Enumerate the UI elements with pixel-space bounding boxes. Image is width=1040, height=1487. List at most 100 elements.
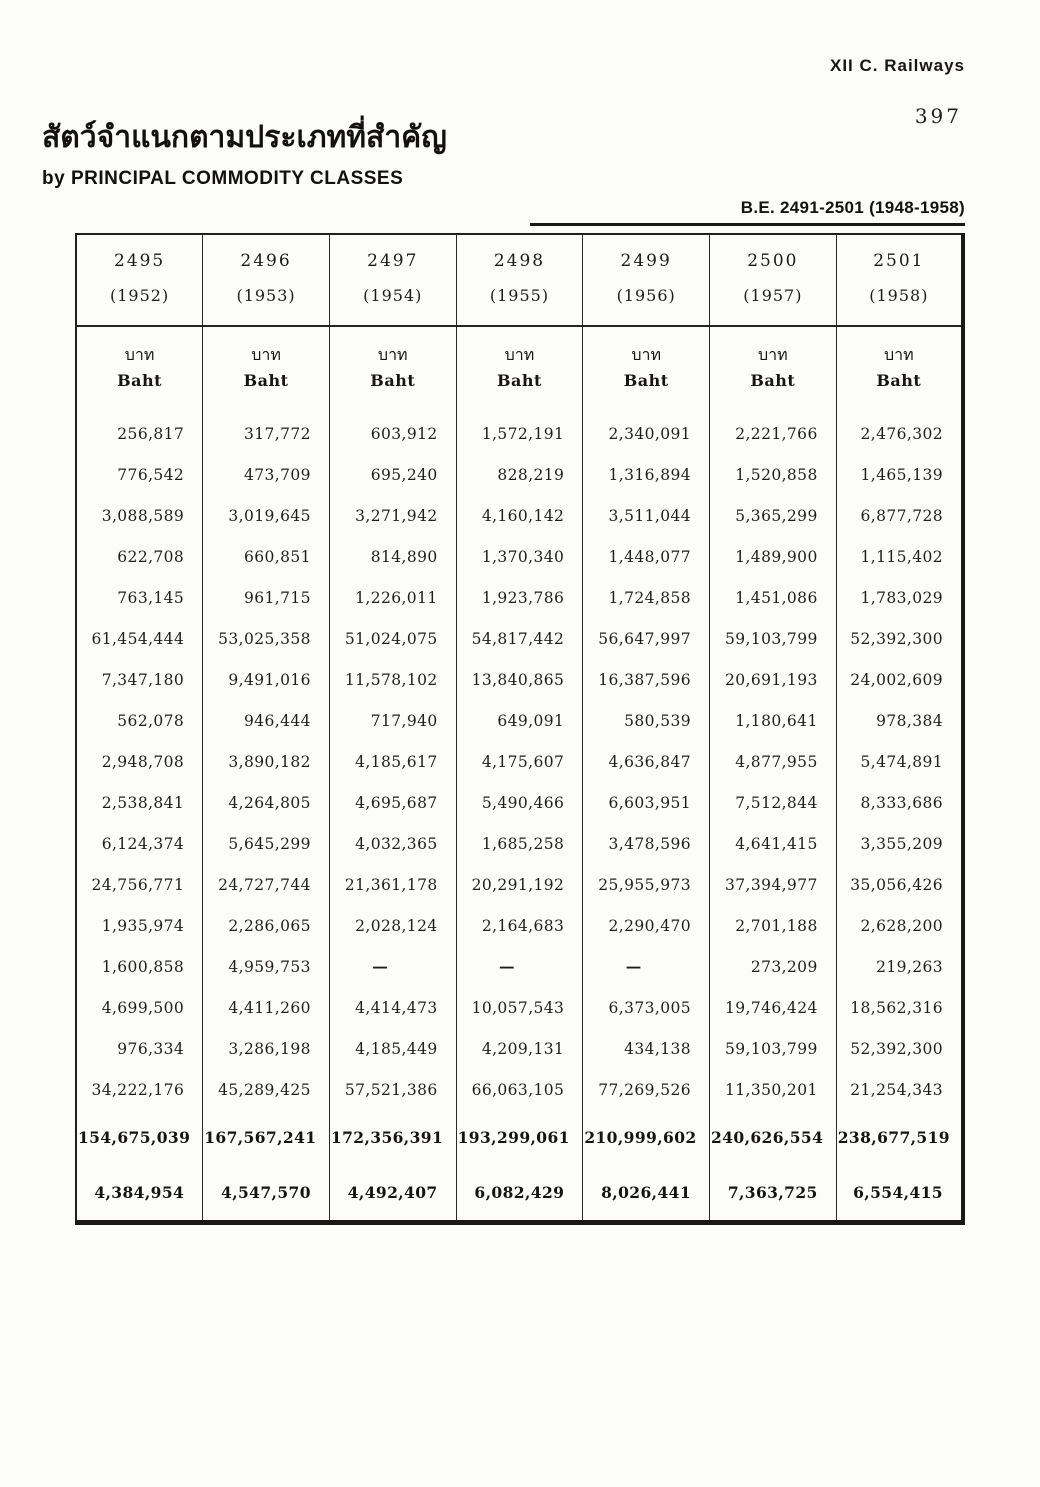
- unit-thai-label: บาท: [884, 345, 914, 364]
- value-cell: 13,840,865: [455, 659, 583, 700]
- value-cell: 4,185,449: [328, 1028, 457, 1069]
- column-year-header: 2499 (1956): [582, 234, 710, 327]
- value-cell: 21,361,178: [328, 864, 457, 905]
- table-row: 3,088,589 3,019,645 3,271,942 4,160,142 3,51…: [76, 495, 963, 536]
- value-cell: 649,091: [455, 700, 583, 741]
- table-row: 763,145 961,715 1,226,011 1,923,786 1,724,85…: [76, 577, 963, 618]
- section-header: XII C. Railways: [830, 56, 965, 75]
- value-cell: 210,999,602: [582, 1110, 710, 1165]
- value-cell: 1,115,402: [835, 536, 963, 577]
- value-cell: 20,691,193: [709, 659, 837, 700]
- value-cell: 167,567,241: [202, 1110, 330, 1165]
- english-title: by PRINCIPAL COMMODITY CLASSES: [42, 168, 404, 189]
- value-cell: 52,392,300: [835, 618, 963, 659]
- value-cell: 59,103,799: [709, 1028, 837, 1069]
- column-year-header: 2501 (1958): [835, 234, 963, 327]
- column-year-header: 2496 (1953): [202, 234, 330, 327]
- value-cell: 4,699,500: [101, 998, 185, 1017]
- value-cell: 54,817,442: [455, 618, 583, 659]
- value-cell: 3,019,645: [202, 495, 330, 536]
- value-cell: 238,677,519: [835, 1110, 963, 1165]
- value-cell: 1,685,258: [455, 823, 583, 864]
- value-cell: 51,024,075: [328, 618, 457, 659]
- value-cell: 4,414,473: [328, 987, 457, 1028]
- value-cell: 580,539: [582, 700, 710, 741]
- table-row: 24,756,771 24,727,744 21,361,178 20,291,192…: [76, 864, 963, 905]
- value-cell: 56,647,997: [582, 618, 710, 659]
- value-cell: 763,145: [117, 588, 185, 607]
- value-cell: 3,286,198: [202, 1028, 330, 1069]
- value-cell: 57,521,386: [328, 1069, 457, 1110]
- value-cell: 1,465,139: [835, 454, 963, 495]
- value-cell: 8,026,441: [582, 1165, 710, 1223]
- value-cell: 2,538,841: [101, 793, 185, 812]
- table-row: 4,384,954 4,547,570 4,492,407 6,082,429 8,02…: [76, 1165, 963, 1223]
- value-cell: 717,940: [328, 700, 457, 741]
- unit-english-label: Baht: [243, 371, 289, 390]
- value-cell: 4,492,407: [328, 1165, 457, 1223]
- value-cell: 6,554,415: [835, 1165, 963, 1223]
- unit-english-label: Baht: [623, 371, 669, 390]
- value-cell: 273,209: [709, 946, 837, 987]
- value-cell: 6,603,951: [582, 782, 710, 823]
- value-cell: 2,028,124: [328, 905, 457, 946]
- value-cell: 6,082,429: [455, 1165, 583, 1223]
- buddhist-year-label: 2500: [747, 251, 799, 271]
- value-cell: 7,363,725: [709, 1165, 837, 1223]
- value-cell: 4,384,954: [94, 1183, 185, 1202]
- unit-english-label: Baht: [750, 371, 796, 390]
- value-cell: 1,600,858: [101, 957, 185, 976]
- buddhist-year-label: 2497: [367, 251, 419, 271]
- value-cell: 622,708: [117, 547, 185, 566]
- gregorian-year-label: (1958): [869, 286, 929, 305]
- year-header-row: 2495 (1952) 2496 (1953) 2497 (1954) 2498 (1955)…: [76, 234, 963, 327]
- gregorian-year-label: (1955): [489, 286, 550, 305]
- value-cell: 2,948,708: [101, 752, 185, 771]
- value-cell: 35,056,426: [835, 864, 963, 905]
- value-cell: 1,923,786: [455, 577, 583, 618]
- value-cell: 695,240: [328, 454, 457, 495]
- value-cell: 4,641,415: [709, 823, 837, 864]
- table-row: 61,454,444 53,025,358 51,024,075 54,817,442…: [76, 618, 963, 659]
- value-cell: 172,356,391: [328, 1110, 457, 1165]
- value-cell: 154,675,039: [78, 1128, 191, 1147]
- value-cell: 53,025,358: [202, 618, 330, 659]
- value-cell: 4,032,365: [328, 823, 457, 864]
- value-cell: 3,478,596: [582, 823, 710, 864]
- value-cell: 34,222,176: [91, 1080, 185, 1099]
- value-cell: 1,489,900: [709, 536, 837, 577]
- value-cell: 5,365,299: [709, 495, 837, 536]
- column-year-header: 2500 (1957): [709, 234, 837, 327]
- gregorian-year-label: (1952): [110, 286, 170, 305]
- value-cell: 16,387,596: [582, 659, 710, 700]
- unit-header-row: บาท Baht บาท Baht บาท Baht บาท Baht บาท Baht บาท Ba…: [76, 326, 963, 404]
- value-cell: 77,269,526: [582, 1069, 710, 1110]
- unit-english-label: Baht: [117, 371, 163, 390]
- column-year-header: 2497 (1954): [328, 234, 457, 327]
- unit-thai-label: บาท: [251, 345, 281, 364]
- value-cell: 11,578,102: [328, 659, 457, 700]
- value-cell: 59,103,799: [709, 618, 837, 659]
- value-cell: 317,772: [202, 404, 330, 454]
- value-cell: 1,451,086: [709, 577, 837, 618]
- thai-title: สัตว์จำแนกตามประเภทที่สำคัญ: [42, 120, 447, 155]
- buddhist-year-label: 2499: [620, 251, 672, 271]
- value-cell: 4,209,131: [455, 1028, 583, 1069]
- value-cell: 1,724,858: [582, 577, 710, 618]
- value-cell: 1,316,894: [582, 454, 710, 495]
- value-cell: 5,474,891: [835, 741, 963, 782]
- column-unit-header: บาท Baht: [202, 326, 330, 404]
- value-cell: 3,088,589: [101, 506, 185, 525]
- value-cell: 193,299,061: [455, 1110, 583, 1165]
- value-cell: 11,350,201: [709, 1069, 837, 1110]
- value-cell: 3,890,182: [202, 741, 330, 782]
- value-cell: 3,355,209: [835, 823, 963, 864]
- value-cell: 7,347,180: [101, 670, 185, 689]
- value-cell: 1,180,641: [709, 700, 837, 741]
- value-cell: 25,955,973: [582, 864, 710, 905]
- gregorian-year-label: (1953): [236, 286, 296, 305]
- value-cell: 4,185,617: [328, 741, 457, 782]
- column-unit-header: บาท Baht: [76, 326, 203, 404]
- gregorian-year-label: (1956): [616, 286, 676, 305]
- value-cell: 8,333,686: [835, 782, 963, 823]
